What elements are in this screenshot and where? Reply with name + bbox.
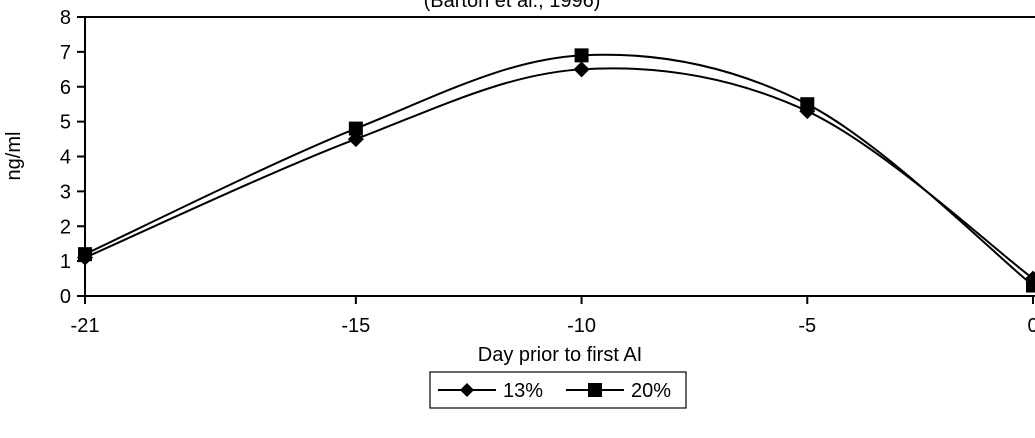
legend-label-20: 20% (631, 380, 671, 402)
series-line-1 (85, 55, 1033, 286)
chart-title: (Barton et al., 1996) (424, 0, 601, 12)
point-20-2 (575, 48, 589, 62)
x-axis-ticks: -21 -15 -10 -5 0 (71, 296, 1035, 337)
series-layer (77, 48, 1035, 292)
legend-marker-square (588, 383, 602, 397)
y-tick-label: 6 (60, 77, 71, 99)
x-tick-label: -21 (71, 315, 100, 337)
y-tick-label: 8 (60, 7, 71, 29)
y-tick-label: 7 (60, 42, 71, 64)
y-tick-label: 0 (60, 286, 71, 308)
point-20-3 (800, 97, 814, 111)
x-tick-label: 0 (1027, 315, 1035, 337)
plot-area: 0 1 2 3 4 5 6 7 8 -21 -15 -10 -5 0 (60, 7, 1035, 337)
point-20-1 (349, 122, 363, 136)
point-20-0 (78, 247, 92, 261)
y-tick-label: 2 (60, 216, 71, 238)
y-tick-label: 5 (60, 112, 71, 134)
x-tick-label: -10 (567, 315, 596, 337)
point-20-4 (1026, 279, 1035, 293)
point-13-2 (574, 61, 590, 77)
legend-label-13: 13% (503, 380, 543, 402)
y-tick-label: 4 (60, 147, 71, 169)
x-tick-label: -15 (341, 315, 370, 337)
legend: 13% 20% (430, 372, 686, 408)
x-tick-label: -5 (798, 315, 816, 337)
y-tick-label: 1 (60, 251, 71, 273)
series-line-0 (85, 68, 1033, 278)
y-axis-ticks: 0 1 2 3 4 5 6 7 8 (60, 7, 85, 308)
y-tick-label: 3 (60, 181, 71, 203)
x-axis-label: Day prior to first AI (478, 344, 643, 366)
y-axis-label: ng/ml (3, 132, 25, 181)
